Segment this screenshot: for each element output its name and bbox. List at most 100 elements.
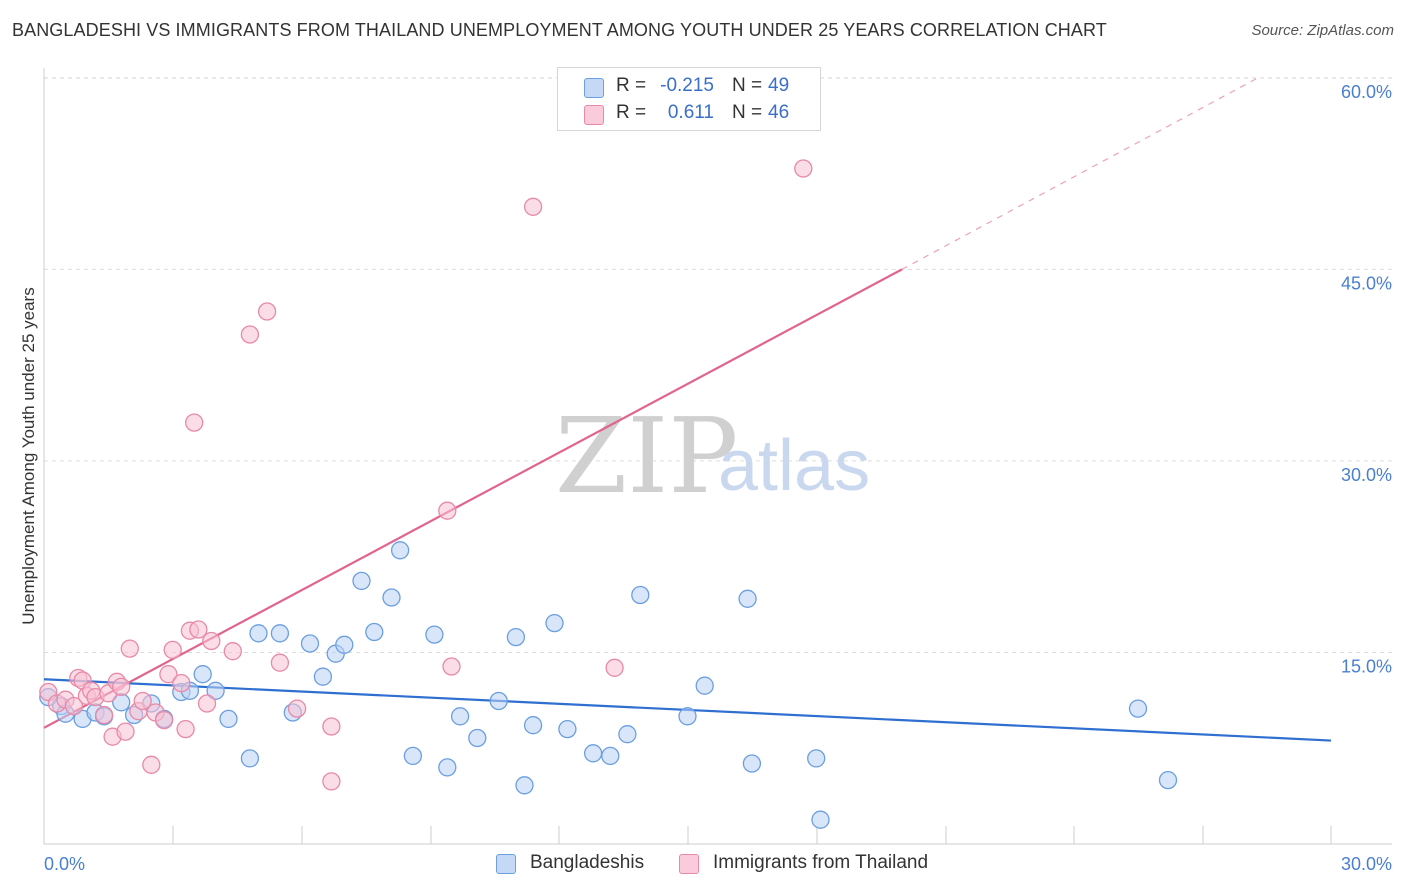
point-bangladeshis xyxy=(523,716,543,735)
n-label: N = xyxy=(732,75,763,96)
stats-legend-box: R = -0.215 N = 49 R = 0.611 N = 46 xyxy=(557,67,821,131)
y-tick-label: 60.0% xyxy=(1341,82,1392,102)
point-thailand xyxy=(442,657,461,676)
point-bangladeshis xyxy=(403,746,423,766)
point-bangladeshis xyxy=(390,541,410,560)
point-bangladeshis xyxy=(468,728,487,748)
trend-line-thailand-extension xyxy=(901,77,1259,270)
point-thailand xyxy=(287,699,307,718)
point-bangladeshis xyxy=(631,585,650,605)
series-immigrants-from-thailand xyxy=(39,159,813,791)
point-thailand xyxy=(185,413,204,432)
point-bangladeshis xyxy=(742,754,762,773)
x-axis-ticks xyxy=(43,826,1332,844)
point-thailand xyxy=(438,501,457,520)
watermark-zip: ZIP xyxy=(555,395,738,517)
point-bangladeshis xyxy=(193,665,212,684)
y-axis-label: Unemployment Among Youth under 25 years xyxy=(19,287,38,624)
point-thailand xyxy=(240,325,260,344)
r-label: R = xyxy=(616,75,647,96)
r-value: -0.215 xyxy=(660,75,714,96)
point-thailand xyxy=(322,717,341,736)
source-label: Source: ZipAtlas.com xyxy=(1251,22,1394,39)
point-thailand xyxy=(159,665,178,684)
gridlines xyxy=(44,77,1392,653)
point-bangladeshis xyxy=(219,709,238,729)
point-thailand xyxy=(176,719,195,739)
stats-row-bangladeshis: R = -0.215 N = 49 xyxy=(558,75,820,101)
point-bangladeshis xyxy=(583,744,603,763)
point-bangladeshis xyxy=(678,707,697,726)
point-bangladeshis xyxy=(506,627,526,647)
trend-line-thailand xyxy=(43,268,903,729)
point-thailand xyxy=(142,755,161,774)
point-bangladeshis xyxy=(249,624,268,643)
point-bangladeshis xyxy=(425,625,444,644)
point-bangladeshis xyxy=(335,635,354,654)
point-bangladeshis xyxy=(738,589,757,608)
point-thailand xyxy=(322,772,341,791)
legend-label: Bangladeshis xyxy=(530,852,645,873)
point-bangladeshis xyxy=(270,624,290,643)
point-bangladeshis xyxy=(618,725,637,744)
point-bangladeshis xyxy=(450,707,470,726)
r-value: 0.611 xyxy=(667,102,714,123)
x-tick-label-min: 0.0% xyxy=(44,854,85,874)
point-bangladeshis xyxy=(438,758,457,777)
pink-swatch xyxy=(584,105,604,125)
legend-label: Immigrants from Thailand xyxy=(713,852,929,873)
point-bangladeshis xyxy=(1128,699,1148,718)
point-thailand xyxy=(202,631,221,651)
point-thailand xyxy=(112,677,131,697)
point-bangladeshis xyxy=(313,667,333,686)
n-label: N = xyxy=(732,102,763,123)
point-bangladeshis xyxy=(811,810,830,829)
point-bangladeshis xyxy=(558,719,577,739)
point-thailand xyxy=(172,673,191,693)
point-bangladeshis xyxy=(240,749,260,768)
point-thailand xyxy=(116,722,135,741)
point-thailand xyxy=(223,642,242,661)
r-label: R = xyxy=(616,102,647,123)
n-value: 49 xyxy=(768,75,790,96)
point-bangladeshis xyxy=(601,746,620,766)
point-thailand xyxy=(270,653,290,672)
y-tick-label: 15.0% xyxy=(1341,656,1392,676)
point-thailand xyxy=(133,691,152,711)
watermark: ZIP atlas xyxy=(555,395,870,517)
watermark-atlas: atlas xyxy=(718,426,870,506)
point-bangladeshis xyxy=(515,776,534,795)
stats-row-thailand: R = 0.611 N = 46 xyxy=(558,102,820,128)
point-bangladeshis xyxy=(1158,770,1178,790)
point-bangladeshis xyxy=(807,749,826,768)
point-thailand xyxy=(197,694,217,713)
point-thailand xyxy=(154,710,174,730)
point-thailand xyxy=(605,658,624,677)
point-bangladeshis xyxy=(365,622,384,642)
point-bangladeshis xyxy=(206,681,225,700)
series-bangladeshis xyxy=(39,541,1178,829)
point-thailand xyxy=(64,696,84,716)
y-tick-label: 30.0% xyxy=(1341,465,1392,485)
point-thailand xyxy=(794,159,813,178)
point-thailand xyxy=(163,640,182,660)
point-bangladeshis xyxy=(545,613,564,633)
y-axis-tick-labels: 15.0% 30.0% 45.0% 60.0% xyxy=(1341,82,1392,677)
point-bangladeshis xyxy=(300,634,320,653)
n-value: 46 xyxy=(768,102,790,123)
pink-swatch xyxy=(679,854,699,874)
blue-swatch xyxy=(496,854,516,874)
chart-title: BANGLADESHI VS IMMIGRANTS FROM THAILAND … xyxy=(12,20,1107,40)
point-bangladeshis xyxy=(489,691,508,711)
y-tick-label: 45.0% xyxy=(1341,273,1392,293)
x-tick-label-max: 30.0% xyxy=(1341,854,1392,874)
point-thailand xyxy=(120,639,139,658)
point-thailand xyxy=(257,302,277,321)
point-thailand xyxy=(94,705,114,725)
point-thailand xyxy=(189,620,208,639)
point-bangladeshis xyxy=(695,676,714,695)
point-bangladeshis xyxy=(382,588,401,607)
blue-swatch xyxy=(584,78,604,98)
point-bangladeshis xyxy=(352,571,371,591)
